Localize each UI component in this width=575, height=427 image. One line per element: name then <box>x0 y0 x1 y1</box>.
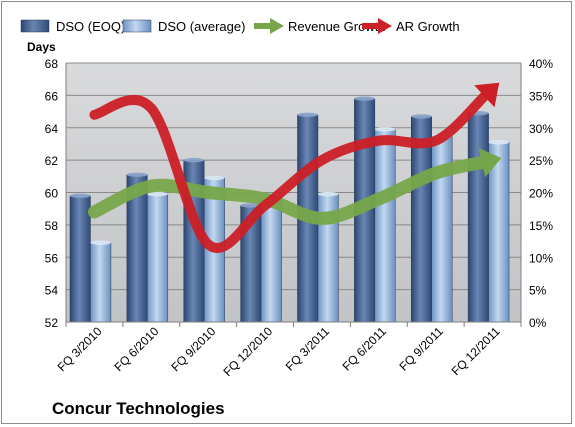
bar-top <box>374 127 396 132</box>
legend-label: DSO (average) <box>158 19 245 34</box>
bar-top <box>204 175 225 181</box>
legend-label: Revenue Growth <box>288 19 386 34</box>
y-tick-label: 58 <box>45 219 59 233</box>
y-tick-label: 52 <box>45 316 59 330</box>
legend-label: DSO (EOQ) <box>56 19 125 34</box>
arrow-head <box>474 82 500 108</box>
legend-label: AR Growth <box>396 19 460 34</box>
legend-swatch <box>270 18 284 34</box>
x-tick-label: FQ 9/2010 <box>168 324 218 374</box>
bar-top <box>126 172 148 177</box>
x-tick-label: FQ 3/2010 <box>55 324 105 374</box>
x-tick-label: FQ 12/2011 <box>449 324 503 378</box>
y2-tick-label: 15% <box>529 219 553 233</box>
x-tick-label: FQ 6/2011 <box>340 324 390 374</box>
y-tick-label: 66 <box>45 89 59 103</box>
bar <box>467 112 489 323</box>
chart-title: Concur Technologies <box>52 399 225 418</box>
legend-swatch <box>20 19 50 33</box>
x-tick-label: FQ 12/2010 <box>220 324 275 379</box>
x-tick-label: FQ 6/2010 <box>111 324 161 374</box>
y-tick-label: 56 <box>45 251 59 265</box>
legend: DSO (EOQ) DSO (average) Revenue Growth AR G… <box>20 18 460 34</box>
bar-top <box>69 193 91 198</box>
x-tick-label: FQ 9/2011 <box>396 324 446 374</box>
bar-top <box>183 157 205 163</box>
y-tick-label: 64 <box>45 122 59 136</box>
bar <box>69 195 91 323</box>
arrow-head <box>478 147 502 178</box>
y2-tick-label: 25% <box>529 154 553 168</box>
bar <box>90 242 112 323</box>
bar-top <box>488 140 510 145</box>
x-tick-label: FQ 3/2011 <box>283 324 333 374</box>
bar-top <box>297 112 318 118</box>
y2-tick-label: 10% <box>529 251 553 265</box>
bar-top <box>147 191 168 197</box>
legend-swatch <box>122 19 152 33</box>
series-line <box>89 91 490 253</box>
y2-tick-label: 40% <box>529 57 553 71</box>
bar <box>147 193 169 323</box>
bar-top <box>240 203 262 208</box>
bar-top <box>354 96 375 101</box>
bar <box>374 129 396 323</box>
bar-top <box>317 191 339 197</box>
legend-swatch <box>378 18 392 34</box>
y-axis-label: Days <box>27 40 56 54</box>
bar-top <box>411 114 432 119</box>
y2-tick-label: 0% <box>529 316 547 330</box>
series-line <box>87 156 489 225</box>
y2-tick-label: 30% <box>529 122 553 136</box>
y-tick-label: 62 <box>45 154 59 168</box>
y2-tick-label: 20% <box>529 187 553 201</box>
bar-top <box>90 240 111 245</box>
y-tick-label: 68 <box>45 57 59 71</box>
y2-tick-label: 5% <box>529 284 547 298</box>
y2-tick-label: 35% <box>529 89 553 103</box>
y-tick-label: 54 <box>45 284 59 298</box>
y-tick-label: 60 <box>45 187 59 201</box>
bar <box>260 198 282 323</box>
